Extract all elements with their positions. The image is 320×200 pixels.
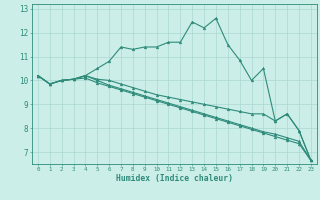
X-axis label: Humidex (Indice chaleur): Humidex (Indice chaleur): [116, 174, 233, 183]
